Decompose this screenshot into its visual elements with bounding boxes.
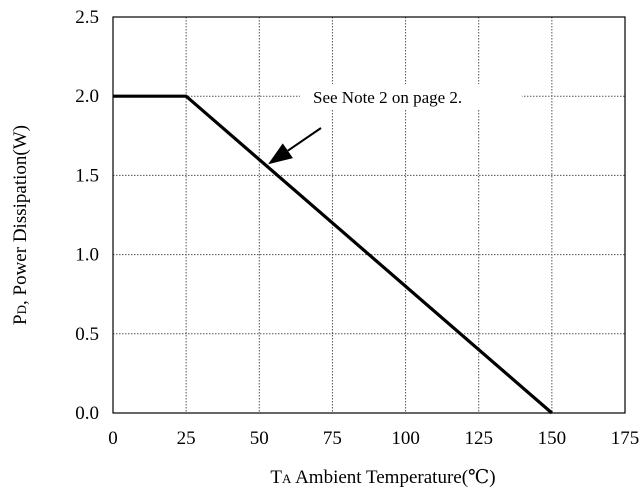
grid-lines — [113, 17, 625, 413]
y-label-rest: , Power Dissipation(W) — [10, 125, 31, 305]
y-tick-label: 0.5 — [75, 324, 99, 345]
x-tick-label: 50 — [250, 428, 269, 449]
x-tick-label: 175 — [611, 428, 640, 449]
x-tick-label: 125 — [464, 428, 493, 449]
y-tick-labels: 0.0 0.5 1.0 1.5 2.0 2.5 — [75, 7, 99, 424]
x-tick-label: 100 — [391, 428, 420, 449]
y-axis-label: PD, Power Dissipation(W) — [10, 125, 31, 325]
y-label-subscript: D — [14, 305, 29, 314]
x-label-prefix: T — [270, 467, 282, 488]
y-tick-label: 2.0 — [75, 86, 99, 107]
y-tick-label: 1.0 — [75, 245, 99, 266]
x-tick-label: 25 — [177, 428, 196, 449]
y-tick-label: 1.5 — [75, 165, 99, 186]
x-tick-labels: 0 25 50 75 100 125 150 175 — [108, 428, 639, 449]
y-label-prefix: P — [10, 314, 31, 325]
series-group — [113, 94, 553, 415]
x-label-subscript: A — [282, 471, 292, 486]
annotation-background — [300, 84, 522, 110]
y-tick-label: 0.0 — [75, 403, 99, 424]
x-tick-label: 150 — [538, 428, 567, 449]
x-tick-label: 0 — [108, 428, 118, 449]
annotation-arrow-head — [268, 143, 293, 165]
x-label-rest: Ambient Temperature(℃) — [291, 467, 495, 488]
annotation-text: See Note 2 on page 2. — [313, 88, 462, 107]
annotation-arrow-shaft — [287, 127, 322, 152]
y-tick-label: 2.5 — [75, 7, 99, 28]
series-line — [113, 94, 553, 415]
x-axis-label: TA Ambient Temperature(℃) — [270, 467, 495, 488]
x-tick-label: 75 — [323, 428, 342, 449]
annotation-arrow — [268, 127, 322, 165]
plot-frame — [112, 16, 626, 414]
